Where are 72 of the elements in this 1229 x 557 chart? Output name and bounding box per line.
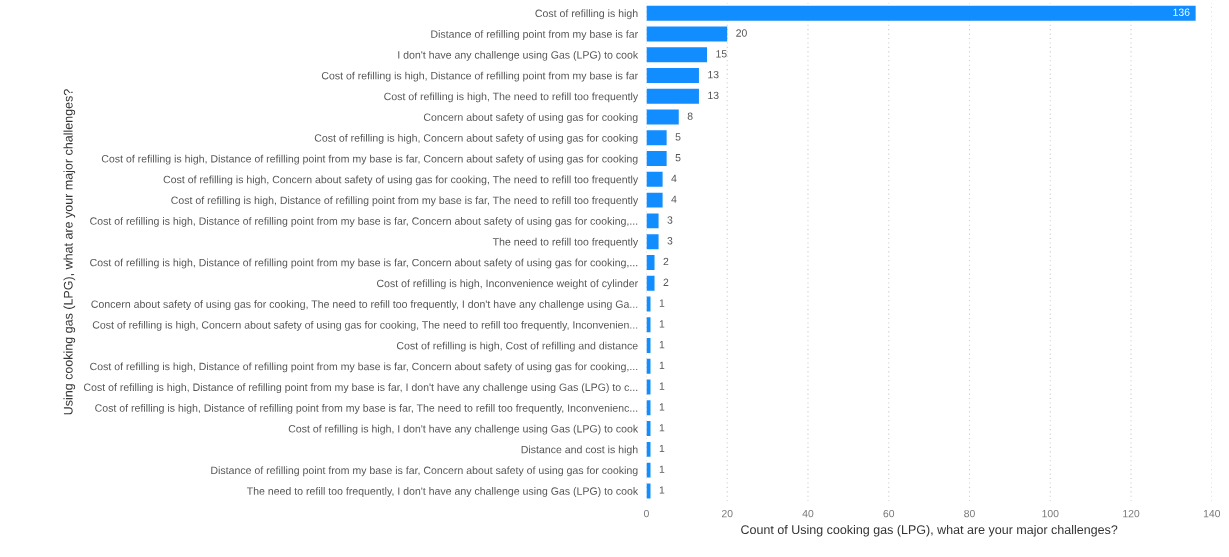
bar [646, 213, 659, 229]
data-label: 1 [659, 320, 665, 328]
y-tick-label: The need to refill too frequently [492, 237, 639, 248]
y-tick-label: Cost of refilling is high, Inconvenience weight of cylinder [376, 279, 638, 290]
bar [646, 254, 655, 270]
x-tick-label: 120 [1123, 509, 1140, 518]
bar [646, 171, 663, 187]
y-tick-label: Cost of refilling is high, Cost of refilling and distance [396, 341, 638, 352]
x-axis-title: Count of Using cooking gas (LPG), what are your major challenges? [741, 524, 1118, 537]
y-tick-label: Cost of refilling is high [535, 9, 638, 20]
data-label: 1 [659, 403, 665, 411]
x-tick-label: 140 [1203, 509, 1221, 518]
x-tick-label: 20 [721, 509, 733, 518]
y-tick-label: Cost of refilling is high, Distance of refilling point from my base is far, Concern about safety of using gas for cooking,... [90, 362, 638, 373]
data-label: 1 [659, 465, 665, 473]
bar [646, 275, 655, 291]
y-tick-label: Distance of refilling point from my base is far, Concern about safety of using gas for cooking [211, 466, 638, 477]
y-tick-label: Concern about safety of using gas for cooking, The need to refill too frequently, I don't have any challenge using Ga... [91, 300, 638, 310]
data-label: 1 [659, 299, 665, 307]
y-tick-label: I don't have any challenge using Gas (LPG) to cook [398, 50, 639, 61]
y-tick-label: Cost of refilling is high, Distance of refilling point from my base is far, I don't have any challenge using Gas (LPG) to c... [84, 383, 638, 394]
data-label: 136 [1173, 8, 1190, 16]
y-tick-label: Cost of refilling is high, Distance of refilling point from my base is far [321, 71, 638, 82]
y-tick-label: Cost of refilling is high, The need to refill too frequently [384, 92, 639, 103]
data-label: 15 [716, 50, 727, 58]
data-label: 3 [667, 237, 673, 245]
x-tick-label: 60 [883, 509, 895, 518]
x-tick-label: 0 [643, 509, 649, 518]
data-label: 4 [671, 174, 677, 183]
y-tick-label: Distance of refilling point from my base is far [431, 30, 638, 40]
x-tick-label: 100 [1042, 509, 1059, 518]
data-label: 1 [659, 444, 665, 453]
data-label: 1 [659, 382, 665, 390]
data-label: 13 [708, 70, 719, 79]
bar [646, 68, 699, 83]
data-label: 8 [687, 112, 693, 120]
y-tick-label: Cost of refilling is high, Distance of refilling point from my base is far, Concern about safety of using gas for cooking [101, 154, 638, 165]
data-label: 2 [663, 278, 669, 286]
data-label: 1 [659, 341, 665, 349]
data-label: 20 [736, 29, 747, 37]
y-tick-label: Cost of refilling is high, I don't have any challenge using Gas (LPG) to cook [288, 424, 639, 435]
y-tick-label: Cost of refilling is high, Distance of refilling point from my base is far, The need to refill too frequently, Inconvenienc... [95, 404, 638, 414]
data-label: 2 [663, 257, 669, 266]
y-tick-label: Concern about safety of using gas for cooking [423, 113, 638, 124]
bar [646, 234, 659, 250]
bar [646, 151, 667, 167]
y-tick-label: Cost of refilling is high, Distance of refilling point from my base is far, The need to refill too frequently [171, 196, 639, 207]
y-tick-label: Distance and cost is high [521, 445, 638, 456]
x-tick-label: 40 [802, 509, 814, 518]
x-tick-label: 80 [964, 509, 975, 518]
y-tick-label: Cost of refilling is high, Concern about safety of using gas for cooking, The need to refill too frequently [163, 175, 639, 186]
data-label: 1 [659, 424, 665, 432]
bar [646, 26, 728, 42]
data-label: 1 [659, 361, 665, 369]
data-label: 4 [671, 195, 677, 203]
data-label: 5 [675, 133, 681, 141]
data-label: 1 [659, 486, 665, 494]
y-tick-label: Cost of refilling is high, Concern about safety of using gas for cooking, The need to refill too frequently, Inconvenien... [92, 320, 638, 331]
data-label: 5 [675, 154, 681, 162]
bar [646, 5, 1196, 21]
bar [646, 130, 667, 146]
y-axis-title: Using cooking gas (LPG), what are your major challenges? [63, 89, 76, 415]
bar [646, 109, 679, 125]
bar [646, 47, 708, 63]
y-tick-label: Cost of refilling is high, Distance of refilling point from my base is far, Concern about safety of using gas for cooking,... [90, 258, 638, 269]
y-tick-label: Cost of refilling is high, Distance of refilling point from my base is far, Concern about safety of using gas for cooking,... [90, 217, 638, 227]
data-label: 3 [667, 216, 673, 224]
data-label: 13 [708, 91, 719, 100]
y-tick-label: Cost of refilling is high, Concern about safety of using gas for cooking [314, 133, 638, 144]
y-tick-label: The need to refill too frequently, I don't have any challenge using Gas (LPG) to cook [246, 487, 639, 497]
bar [646, 88, 699, 104]
bar [646, 192, 663, 208]
